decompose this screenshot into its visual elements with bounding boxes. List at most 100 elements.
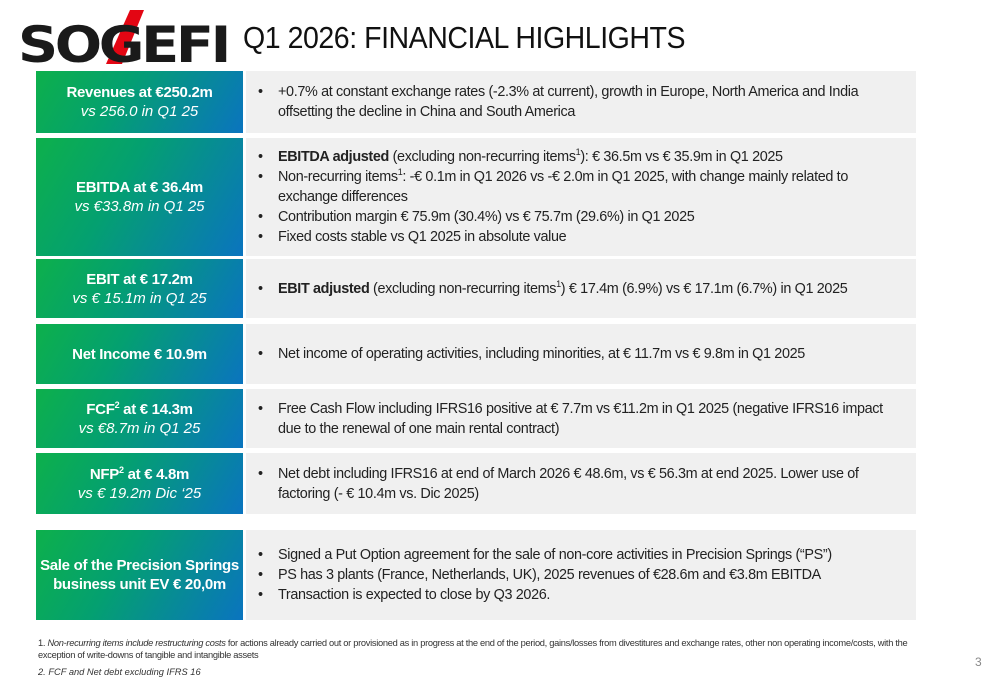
footnote-1: 1. Non-recurring items include restructu… bbox=[38, 638, 908, 660]
text-segment: 2 bbox=[114, 399, 120, 410]
text-segment: EBIT adjusted bbox=[278, 280, 370, 297]
kpi-label: EBITDA at € 36.4m vs €33.8m in Q1 25 bbox=[36, 138, 243, 256]
bullet-text: +0.7% at constant exchange rates (-2.3% … bbox=[278, 82, 916, 122]
bullet-text: Transaction is expected to close by Q3 2… bbox=[278, 585, 916, 605]
bullet-item: • Non-recurring items1: -€ 0.1m in Q1 202… bbox=[256, 167, 916, 207]
text-segment: Sale of the Precision Springs business u… bbox=[40, 557, 239, 593]
text-segment: Revenues at €250.2m bbox=[66, 84, 213, 101]
text-segment: ): € 36.5m vs € 35.9m in Q1 2025 bbox=[580, 149, 783, 165]
text-segment: Net income of operating activities, incl… bbox=[278, 346, 805, 362]
highlight-row-revenues: Revenues at €250.2m vs 256.0 in Q1 25 • +0.… bbox=[36, 71, 916, 133]
bullet-text: Net income of operating activities, incl… bbox=[278, 344, 916, 364]
kpi-comparison: vs €8.7m in Q1 25 bbox=[78, 419, 201, 437]
text-segment: EBITDA at € 36.4m bbox=[76, 179, 203, 196]
text-segment: Net debt including IFRS16 at end of Marc… bbox=[278, 465, 859, 502]
text-segment: 1 bbox=[556, 278, 561, 289]
bullet-icon: • bbox=[258, 149, 263, 165]
highlight-row-precision-springs-sale: Sale of the Precision Springs business u… bbox=[36, 530, 916, 620]
kpi-value: NFP2 at € 4.8m bbox=[89, 464, 190, 484]
text-segment: Contribution margin € 75.9m (30.4%) vs €… bbox=[278, 209, 695, 225]
text-segment: NFP bbox=[89, 465, 119, 483]
text-segment: Transaction is expected to close by Q3 2… bbox=[278, 587, 551, 603]
details-panel: • Signed a Put Option agreement for the s… bbox=[246, 530, 916, 620]
bullet-text: Signed a Put Option agreement for the sa… bbox=[278, 545, 916, 565]
bullet-text: PS has 3 plants (France, Netherlands, UK… bbox=[278, 565, 916, 585]
kpi-comparison: vs € 15.1m in Q1 25 bbox=[72, 289, 207, 307]
kpi-comparison: vs 256.0 in Q1 25 bbox=[80, 103, 199, 120]
bullet-item: • Fixed costs stable vs Q1 2025 in absolu… bbox=[256, 227, 916, 247]
bullet-icon: • bbox=[258, 346, 263, 362]
bullet-item: • +0.7% at constant exchange rates (-2.3%… bbox=[256, 82, 916, 122]
kpi-comparison: vs € 19.2m Dic ‘25 bbox=[77, 484, 202, 502]
bullet-icon: • bbox=[258, 280, 263, 297]
highlight-row-ebitda: EBITDA at € 36.4m vs €33.8m in Q1 25 • EBIT… bbox=[36, 138, 916, 256]
bullet-text: Free Cash Flow including IFRS16 positive… bbox=[278, 399, 916, 439]
text-segment: : -€ 0.1m in Q1 2026 vs -€ 2.0m in Q1 20… bbox=[278, 169, 848, 205]
text-segment: Non-recurring items bbox=[278, 169, 398, 185]
bullet-text: Non-recurring items1: -€ 0.1m in Q1 2026… bbox=[278, 167, 916, 207]
details-panel: • +0.7% at constant exchange rates (-2.3%… bbox=[246, 71, 916, 133]
bullet-item: • Free Cash Flow including IFRS16 positiv… bbox=[256, 399, 916, 439]
svg-text:SOGEFI: SOGEFI bbox=[18, 16, 228, 66]
text-segment: PS has 3 plants (France, Netherlands, UK… bbox=[278, 567, 821, 583]
page-title: Q1 2026: FINANCIAL HIGHLIGHTS bbox=[243, 20, 686, 55]
bullet-item: • EBIT adjusted (excluding non-recurring … bbox=[256, 279, 916, 299]
text-segment: 1 bbox=[397, 167, 403, 178]
bullet-icon: • bbox=[258, 567, 263, 583]
bullet-text: EBITDA adjusted (excluding non-recurring… bbox=[278, 147, 916, 167]
text-segment: EBITDA adjusted bbox=[278, 149, 389, 165]
page-number: 3 bbox=[975, 655, 982, 669]
text-segment: Signed a Put Option agreement for the sa… bbox=[278, 547, 832, 563]
bullet-icon: • bbox=[258, 587, 263, 603]
text-segment: 2 bbox=[119, 464, 124, 475]
text-segment: 1 bbox=[575, 147, 581, 158]
bullet-icon: • bbox=[258, 229, 263, 245]
kpi-value: EBIT at € 17.2m bbox=[86, 270, 193, 289]
kpi-label: NFP2 at € 4.8m vs € 19.2m Dic ‘25 bbox=[36, 453, 243, 514]
text-segment: at € 4.8m bbox=[123, 465, 190, 483]
text-segment: (excluding non-recurring items bbox=[369, 280, 557, 297]
kpi-label: Net Income € 10.9m bbox=[36, 324, 243, 384]
details-panel: • EBIT adjusted (excluding non-recurring … bbox=[246, 259, 916, 318]
kpi-label: Sale of the Precision Springs business u… bbox=[36, 530, 243, 620]
details-panel: • Free Cash Flow including IFRS16 positiv… bbox=[246, 389, 916, 448]
footnote-2: 2. FCF and Net debt excluding IFRS 16 bbox=[38, 667, 201, 677]
bullet-icon: • bbox=[258, 547, 263, 563]
bullet-icon: • bbox=[258, 169, 263, 185]
text-segment: ) € 17.4m (6.9%) vs € 17.1m (6.7%) in Q1… bbox=[560, 280, 848, 297]
bullet-item: • Net debt including IFRS16 at end of Mar… bbox=[256, 464, 916, 504]
text-segment: € 14.3m bbox=[135, 400, 193, 418]
text-segment: EBIT at € 17.2m bbox=[86, 270, 193, 288]
bullet-item: • Signed a Put Option agreement for the s… bbox=[256, 545, 916, 565]
bullet-text: Contribution margin € 75.9m (30.4%) vs €… bbox=[278, 207, 916, 227]
bullet-text: Net debt including IFRS16 at end of Marc… bbox=[278, 464, 916, 504]
kpi-comparison: vs €33.8m in Q1 25 bbox=[74, 198, 205, 215]
bullet-item: • EBITDA adjusted (excluding non-recurrin… bbox=[256, 147, 916, 167]
bullet-icon: • bbox=[258, 209, 263, 225]
kpi-label: EBIT at € 17.2m vs € 15.1m in Q1 25 bbox=[36, 259, 243, 318]
highlight-row-fcf: FCF2 at € 14.3m vs €8.7m in Q1 25 • Free Ca… bbox=[36, 389, 916, 448]
kpi-value: Revenues at €250.2m bbox=[66, 83, 212, 102]
details-panel: • Net debt including IFRS16 at end of Mar… bbox=[246, 453, 916, 514]
highlight-row-nfp: NFP2 at € 4.8m vs € 19.2m Dic ‘25 • Net deb… bbox=[36, 453, 916, 514]
bullet-text: EBIT adjusted (excluding non-recurring i… bbox=[278, 279, 916, 299]
bullet-icon: • bbox=[258, 400, 263, 417]
text-segment: (excluding non-recurring items bbox=[388, 149, 576, 165]
kpi-value: Sale of the Precision Springs business u… bbox=[36, 556, 243, 594]
bullet-item: • Net income of operating activities, inc… bbox=[256, 344, 916, 364]
text-segment: at bbox=[119, 400, 136, 418]
bullet-text: Fixed costs stable vs Q1 2025 in absolut… bbox=[278, 227, 916, 247]
kpi-label: Revenues at €250.2m vs 256.0 in Q1 25 bbox=[36, 71, 243, 133]
text-segment: +0.7% at constant exchange rates (-2.3% … bbox=[278, 84, 859, 120]
kpi-label: FCF2 at € 14.3m vs €8.7m in Q1 25 bbox=[36, 389, 243, 448]
text-segment: Fixed costs stable vs Q1 2025 in absolut… bbox=[278, 229, 567, 245]
highlight-row-ebit: EBIT at € 17.2m vs € 15.1m in Q1 25 • EBIT … bbox=[36, 259, 916, 318]
bullet-item: • Transaction is expected to close by Q3 … bbox=[256, 585, 916, 605]
sogefi-logo: SOGEFI bbox=[18, 10, 230, 66]
bullet-item: • PS has 3 plants (France, Netherlands, U… bbox=[256, 565, 916, 585]
kpi-value: FCF2 at € 14.3m bbox=[86, 399, 193, 419]
text-segment: Free Cash Flow including IFRS16 positive… bbox=[278, 400, 883, 437]
highlight-row-net-income: Net Income € 10.9m • Net income of operati… bbox=[36, 324, 916, 384]
text-segment: FCF bbox=[86, 400, 115, 418]
details-panel: • EBITDA adjusted (excluding non-recurrin… bbox=[246, 138, 916, 256]
